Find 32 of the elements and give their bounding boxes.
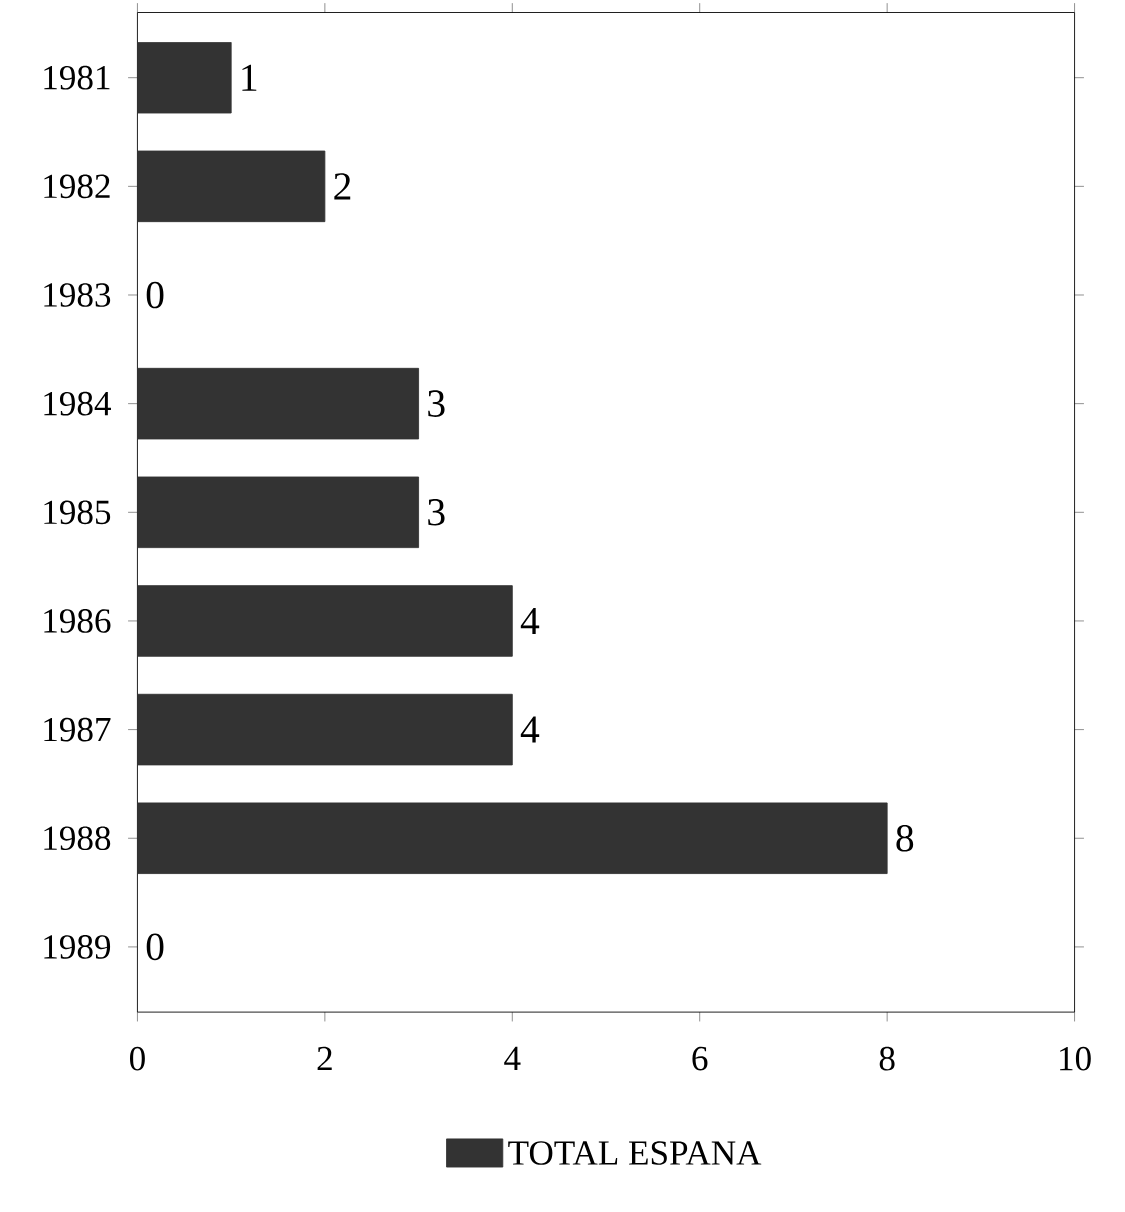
data-label: 3 — [428, 499, 445, 526]
bar — [137, 693, 513, 766]
x-tick-label: 10 — [1060, 1046, 1092, 1071]
y-tick-label: 1981 — [44, 65, 110, 90]
data-label: 8 — [896, 824, 914, 852]
x-tick-label: 6 — [692, 1046, 708, 1071]
legend-label: TOTAL ESPANA — [508, 1141, 762, 1165]
data-label: 3 — [428, 390, 445, 417]
y-tick-label: 1986 — [44, 609, 111, 633]
y-tick-label: 1988 — [44, 826, 111, 851]
x-tick-label: 2 — [317, 1046, 332, 1071]
bar — [137, 367, 420, 440]
data-label: 4 — [521, 716, 540, 743]
x-tick-label: 4 — [504, 1046, 521, 1070]
bar — [137, 802, 888, 875]
bar — [137, 41, 232, 114]
data-label: 1 — [242, 64, 257, 91]
y-tick-label: 1982 — [44, 174, 110, 199]
x-tick-label: 8 — [879, 1046, 895, 1071]
x-tick-label: 0 — [130, 1046, 146, 1071]
bar — [137, 585, 513, 657]
data-label: 4 — [521, 607, 540, 634]
bar — [137, 476, 420, 549]
y-tick-label: 1984 — [44, 391, 112, 416]
y-tick-label: 1985 — [44, 500, 111, 525]
data-label: 0 — [146, 281, 164, 309]
y-tick-label: 1989 — [44, 935, 111, 959]
bar — [137, 150, 326, 223]
data-label: 0 — [146, 933, 164, 961]
y-tick-label: 1983 — [44, 283, 111, 307]
y-tick-label: 1987 — [44, 717, 111, 742]
data-label: 2 — [334, 173, 351, 200]
